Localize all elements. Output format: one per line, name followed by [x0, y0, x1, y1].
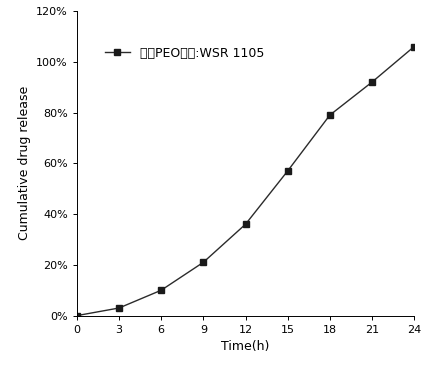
- 药层PEO型号:WSR 1105: [368, 80, 374, 84]
- Y-axis label: Cumulative drug release: Cumulative drug release: [17, 86, 30, 240]
- 药层PEO型号:WSR 1105: [242, 222, 248, 226]
- 药层PEO型号:WSR 1105: [74, 313, 79, 318]
- 药层PEO型号:WSR 1105: [200, 260, 205, 265]
- 药层PEO型号:WSR 1105: [116, 306, 121, 310]
- 药层PEO型号:WSR 1105: [326, 113, 331, 117]
- 药层PEO型号:WSR 1105: [285, 169, 290, 173]
- X-axis label: Time(h): Time(h): [221, 340, 269, 353]
- 药层PEO型号:WSR 1105: [411, 44, 416, 49]
- 药层PEO型号:WSR 1105: [158, 288, 164, 292]
- Legend: 药层PEO型号:WSR 1105: 药层PEO型号:WSR 1105: [100, 41, 269, 65]
- Line: 药层PEO型号:WSR 1105: 药层PEO型号:WSR 1105: [73, 43, 417, 319]
